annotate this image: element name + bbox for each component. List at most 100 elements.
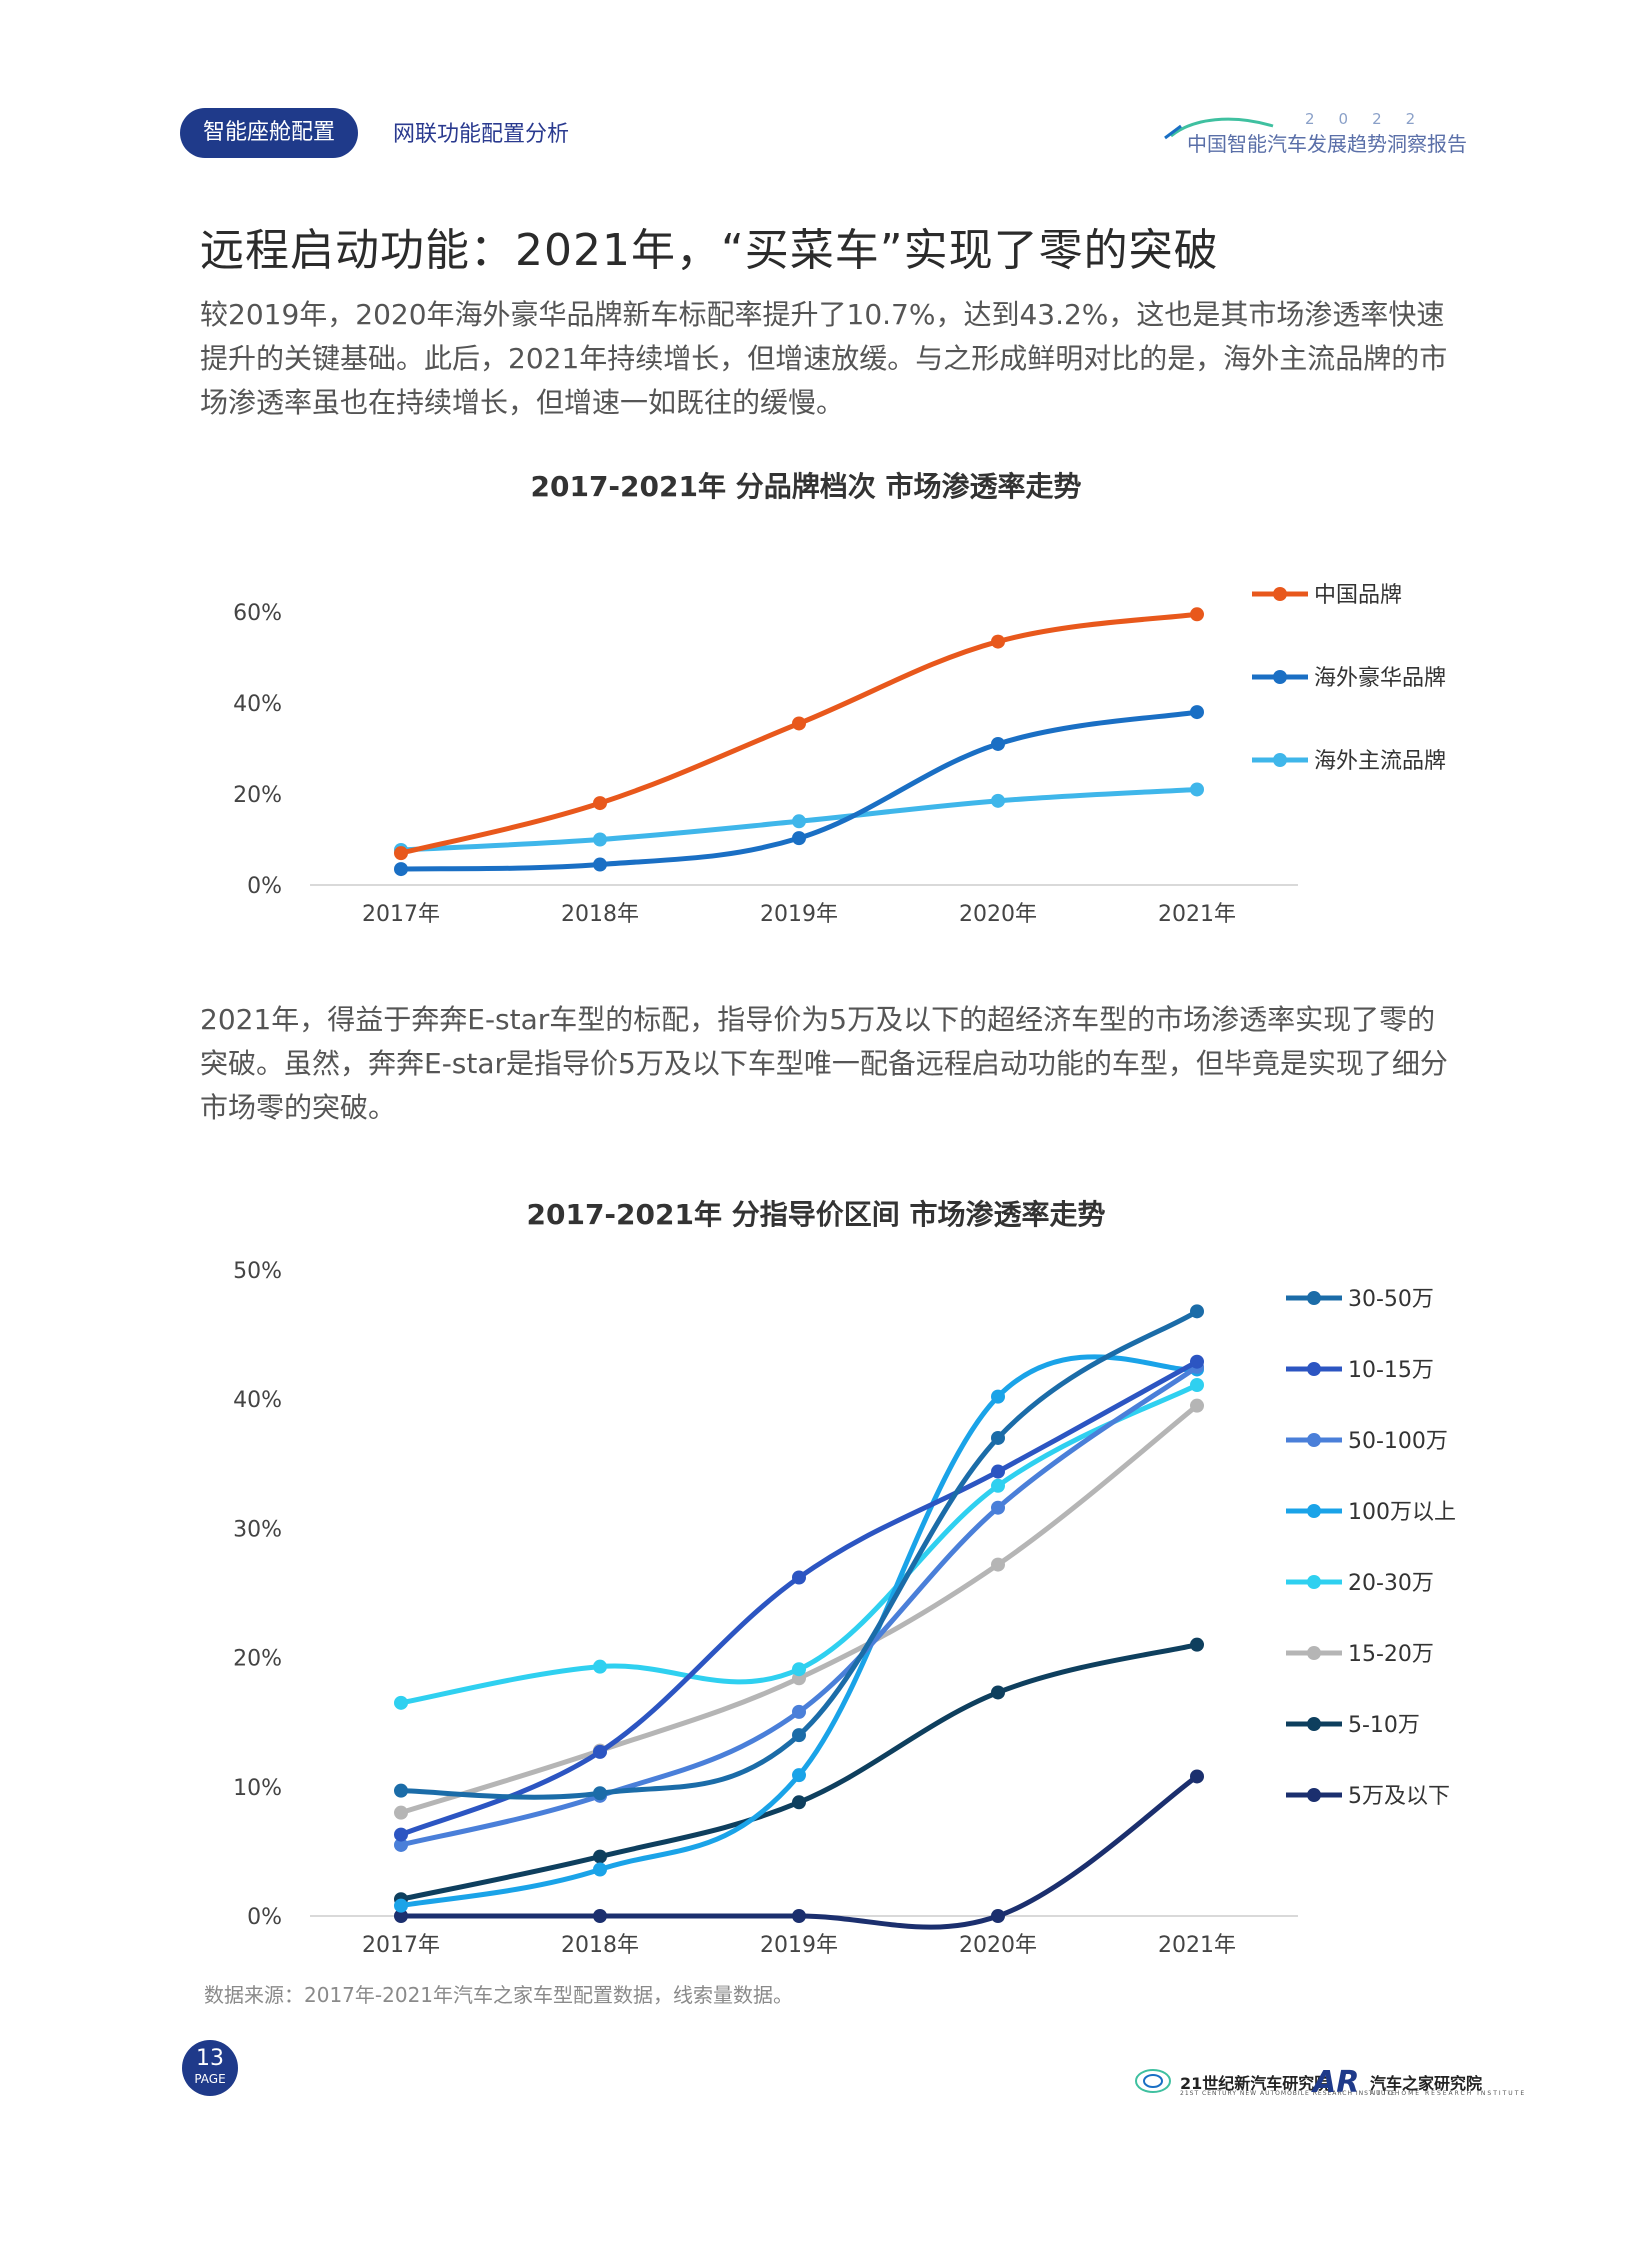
chart2-data-point [394, 1909, 408, 1923]
ar-logo-icon: AR [1313, 2065, 1360, 2100]
institute-logo-icon [1135, 2069, 1171, 2093]
chart2-x-tick-label: 2021年 [1158, 1933, 1236, 1958]
chart2-data-point [792, 1795, 806, 1810]
chart2-data-point [593, 1862, 607, 1877]
chart1-legend-label: 中国品牌 [1314, 583, 1402, 608]
chart2-title: 2017-2021年 分指导价区间 市场渗透率走势 [526, 1198, 1106, 1231]
chart2-legend-marker [1307, 1575, 1321, 1589]
chart1-y-tick-label: 0% [247, 874, 282, 899]
chart1-legend-marker [1273, 670, 1287, 684]
chart1-data-point [593, 857, 607, 872]
chart2-data-point [792, 1728, 806, 1743]
chart2-legend-marker [1307, 1717, 1321, 1731]
chart2-data-point [991, 1464, 1005, 1479]
paragraph-1: 较2019年，2020年海外豪华品牌新车标配率提升了10.7%，达到43.2%，… [200, 298, 1448, 419]
chart2-data-point [593, 1909, 607, 1923]
chart2-data-point [991, 1685, 1005, 1700]
logo2-sub: AUTOHOME RESEARCH INSTITUTE [1370, 2090, 1527, 2097]
chart1-legend-label: 海外豪华品牌 [1314, 666, 1446, 691]
chart2-data-point [991, 1909, 1005, 1923]
chart2-data-point [792, 1570, 806, 1585]
chart2: 0% 10% 20% 30% 40% 50% 2017年 2018年 2019年 2020年 202… [233, 1259, 1456, 1958]
chart2-data-point [1190, 1769, 1204, 1784]
chart1-x-tick-label: 2021年 [1158, 902, 1236, 927]
chart1-title: 2017-2021年 分品牌档次 市场渗透率走势 [530, 470, 1082, 503]
chart2-data-point [593, 1659, 607, 1674]
paragraph-2: 2021年，得益于奔奔E-star车型的标配，指导价为5万及以下的超经济车型的市… [200, 1003, 1448, 1124]
chart2-legend-marker [1307, 1646, 1321, 1660]
chart2-y-tick-label: 20% [233, 1647, 282, 1672]
chart1-data-point [991, 793, 1005, 808]
car-logo-icon [1164, 117, 1274, 140]
chart1-legend-marker [1273, 587, 1287, 601]
chart1-data-point [593, 832, 607, 847]
chart2-series-line [398, 1308, 1200, 1800]
chart2-data-point [394, 1827, 408, 1842]
chart2-x-tick-label: 2018年 [561, 1933, 639, 1958]
page-badge: 13 PAGE [182, 2040, 238, 2096]
chart2-data-point [991, 1389, 1005, 1404]
chart2-series-line [398, 1382, 1200, 1706]
report-name: 中国智能汽车发展趋势洞察报告 [1187, 132, 1467, 156]
chart2-data-point [1190, 1637, 1204, 1652]
chart1-legend-label: 海外主流品牌 [1314, 749, 1446, 774]
chart1-x-tick-label: 2019年 [760, 902, 838, 927]
chart1-data-point [991, 736, 1005, 751]
chart1-data-point [792, 716, 806, 731]
chart2-legend-label: 15-20万 [1348, 1642, 1434, 1667]
chart2-data-point [792, 1768, 806, 1783]
chart2-data-point [991, 1478, 1005, 1493]
chart2-legend-label: 20-30万 [1348, 1571, 1434, 1596]
chart1-y-tick-label: 60% [233, 601, 282, 626]
chart2-x-tick-label: 2019年 [760, 1933, 838, 1958]
chart1-legend-marker [1273, 753, 1287, 767]
chart2-data-point [991, 1430, 1005, 1445]
source-note: 数据来源：2017年-2021年汽车之家车型配置数据，线索量数据。 [204, 1983, 794, 2007]
chart2-data-point [394, 1805, 408, 1820]
chart1-x-tick-label: 2020年 [959, 902, 1037, 927]
chart2-y-tick-label: 50% [233, 1259, 282, 1284]
chart2-series-line [398, 1359, 1200, 1838]
chart1-y-tick-label: 20% [233, 783, 282, 808]
chart2-data-point [394, 1837, 408, 1852]
chart1-data-point [394, 862, 408, 877]
logo1-name: 21世纪新汽车研究院 [1180, 2074, 1331, 2093]
section-pill: 智能座舱配置 [180, 108, 358, 158]
chart2-legend-label: 30-50万 [1348, 1287, 1434, 1312]
page-heading: 远程启动功能：2021年，“买菜车”实现了零的突破 [200, 225, 1219, 276]
chart2-series-line [398, 1403, 1200, 1816]
chart1-data-point [394, 846, 408, 861]
chart2-legend-marker [1307, 1788, 1321, 1802]
chart2-data-point [792, 1704, 806, 1719]
chart2-legend-label: 100万以上 [1348, 1500, 1456, 1525]
logo1-sub: 21ST CENTURY NEW AUTOMOBILE RESEARCH INS… [1180, 2090, 1396, 2097]
page-label: PAGE [194, 2072, 226, 2086]
chart1-x-tick-label: 2017年 [362, 902, 440, 927]
chart2-legend-label: 5万及以下 [1348, 1784, 1450, 1809]
chart2-x-tick-label: 2020年 [959, 1933, 1037, 1958]
chart2-y-tick-label: 30% [233, 1517, 282, 1542]
chart1-data-point [1190, 782, 1204, 797]
chart2-data-point [394, 1783, 408, 1798]
chart1-data-point [593, 796, 607, 811]
chart1-data-point [991, 634, 1005, 649]
chart2-data-point [394, 1695, 408, 1710]
report-year: 2022 [1305, 110, 1440, 128]
chart1-data-point [1190, 607, 1204, 622]
chart2-data-point [593, 1786, 607, 1801]
chart2-legend-marker [1307, 1504, 1321, 1518]
chart2-x-tick-label: 2017年 [362, 1933, 440, 1958]
chart2-legend-marker [1307, 1291, 1321, 1305]
chart2-data-point [792, 1909, 806, 1923]
chart1-data-point [792, 814, 806, 829]
chart2-y-tick-label: 10% [233, 1776, 282, 1801]
chart2-legend-marker [1307, 1433, 1321, 1447]
chart1-x-tick-label: 2018年 [561, 902, 639, 927]
chart2-series-line [398, 1354, 1200, 1909]
chart2-data-point [593, 1744, 607, 1759]
chart2-data-point [593, 1849, 607, 1864]
chart2-legend-label: 10-15万 [1348, 1358, 1434, 1383]
chart2-legend-label: 5-10万 [1348, 1713, 1420, 1738]
chart2-data-point [394, 1898, 408, 1913]
chart2-data-point [991, 1500, 1005, 1515]
